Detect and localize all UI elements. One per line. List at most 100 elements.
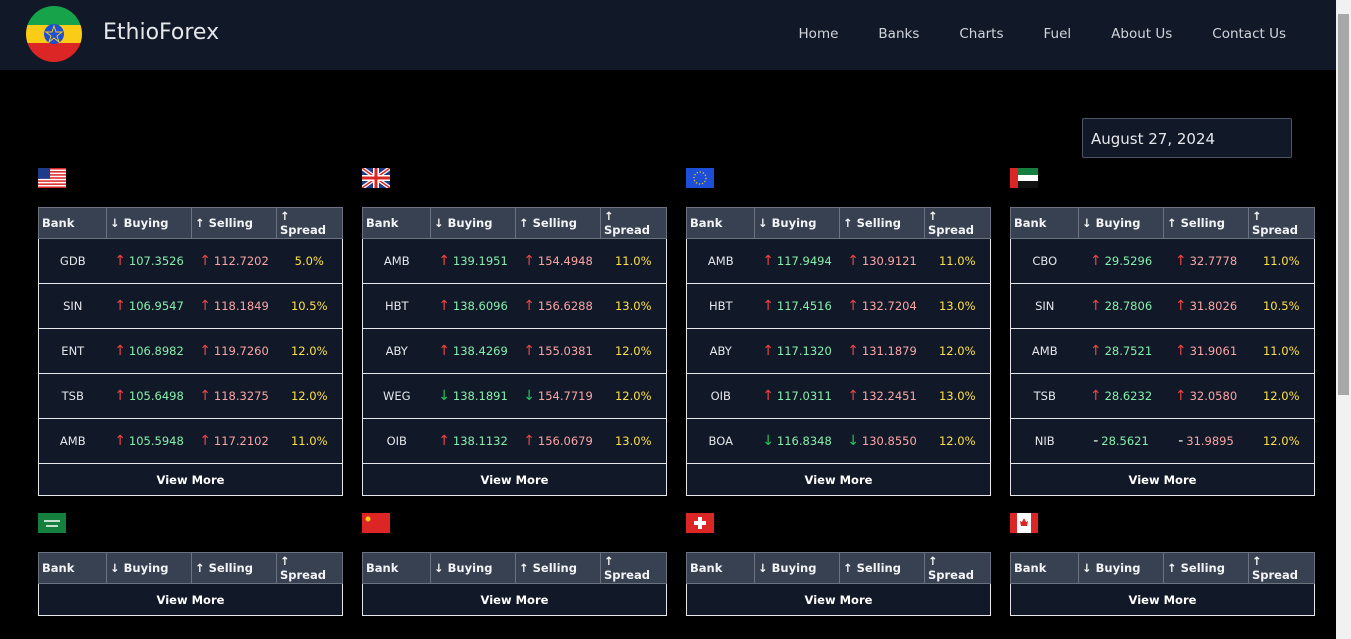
column-header[interactable]: ↑ Spread (924, 552, 991, 584)
logo[interactable] (26, 6, 82, 62)
column-header[interactable]: ↑ Selling (839, 207, 925, 239)
column-header[interactable]: ↑ Spread (1248, 207, 1315, 239)
nav-link[interactable]: Charts (959, 26, 1004, 42)
selling-rate: 130.9121 (861, 254, 917, 268)
column-header[interactable]: ↑ Selling (839, 552, 925, 584)
buying-cell: ↑ 117.1320 (754, 328, 840, 374)
buying-rate: 28.7521 (1104, 344, 1153, 358)
spread-cell: 12.0% (276, 328, 343, 374)
currency-code: AED (1010, 188, 1044, 207)
selling-rate: 31.9895 (1186, 434, 1234, 448)
column-header[interactable]: Bank (686, 552, 755, 584)
selling-cell: ↑ 155.0381 (515, 328, 601, 374)
nav-link[interactable]: Contact Us (1212, 26, 1286, 42)
column-header[interactable]: ↓ Buying (430, 207, 516, 239)
buying-rate: 117.9494 (776, 254, 832, 268)
column-header[interactable]: ↑ Selling (191, 207, 277, 239)
selling-rate: 118.1849 (213, 299, 269, 313)
column-header[interactable]: ↑ Spread (924, 207, 991, 239)
column-header[interactable]: ↓ Buying (106, 552, 192, 584)
trend-arrow: - (1178, 433, 1184, 449)
view-more[interactable]: View More (362, 463, 667, 496)
view-more[interactable]: View More (686, 463, 991, 496)
nav-link[interactable]: About Us (1111, 26, 1173, 42)
selling-cell: ↑ 118.1849 (191, 283, 277, 329)
bank-code: AMB (1010, 328, 1079, 374)
view-more[interactable]: View More (686, 583, 991, 616)
buying-cell: ↑ 139.1951 (430, 238, 516, 284)
column-header[interactable]: Bank (1010, 207, 1079, 239)
trend-arrow: ↑ (114, 298, 126, 314)
column-header[interactable]: ↓ Buying (106, 207, 192, 239)
view-more[interactable]: View More (38, 463, 343, 496)
column-header[interactable]: ↑ Spread (600, 552, 667, 584)
rate-row: ENT ↑ 106.8982 ↑ 119.7260 12.0% (38, 328, 343, 374)
card-title: CAD (1010, 513, 1318, 552)
column-header[interactable]: Bank (362, 207, 431, 239)
selling-rate: 32.7778 (1189, 254, 1238, 268)
view-more[interactable]: View More (1010, 583, 1315, 616)
column-header[interactable]: ↓ Buying (754, 552, 840, 584)
column-header[interactable]: ↑ Spread (276, 207, 343, 239)
currency-card: GBP Bank ↓ Buying ↑ Selling ↑ Spread AMB ↑ 139.… (362, 168, 670, 496)
selling-rate: 32.0580 (1189, 389, 1238, 403)
column-header[interactable]: ↑ Spread (1248, 552, 1315, 584)
buying-rate: 106.8982 (128, 344, 184, 358)
column-header[interactable]: ↓ Buying (430, 552, 516, 584)
selling-rate: 117.2102 (213, 434, 269, 448)
spread-cell: 11.0% (600, 238, 667, 284)
rate-row: NIB -28.5621-31.9895 12.0% (1010, 418, 1315, 464)
column-header[interactable]: ↑ Selling (515, 552, 601, 584)
bank-code: OIB (362, 418, 431, 464)
spread-cell: 13.0% (924, 373, 991, 419)
trend-arrow: ↑ (523, 253, 535, 269)
buying-rate: 138.1891 (452, 389, 508, 403)
column-header[interactable]: ↑ Spread (600, 207, 667, 239)
bank-code: TSB (1010, 373, 1079, 419)
rate-row: OIB ↑ 138.1132 ↑ 156.0679 13.0% (362, 418, 667, 464)
column-header[interactable]: ↑ Selling (1163, 552, 1249, 584)
view-more-row: View More (38, 583, 343, 616)
flag (38, 168, 346, 188)
currency-card: SAR Bank ↓ Buying ↑ Selling ↑ Spread View Mor… (38, 513, 346, 616)
buying-cell: ↑ 105.6498 (106, 373, 192, 419)
buying-cell: -28.5621 (1078, 418, 1164, 464)
column-header[interactable]: Bank (686, 207, 755, 239)
spread: 13.0% (938, 389, 976, 403)
selling-rate: 154.4948 (537, 254, 593, 268)
view-more-row: View More (1010, 463, 1315, 496)
spread: 12.0% (938, 434, 976, 448)
bank-code: WEG (362, 373, 431, 419)
column-header[interactable]: Bank (38, 552, 107, 584)
column-header[interactable]: ↓ Buying (1078, 207, 1164, 239)
trend-arrow: ↓ (762, 433, 774, 449)
column-header[interactable]: Bank (1010, 552, 1079, 584)
nav-link[interactable]: Banks (878, 26, 920, 42)
scrollbar[interactable] (1336, 0, 1351, 639)
scrollbar-thumb[interactable] (1338, 14, 1349, 395)
nav-link[interactable]: Home (798, 26, 839, 42)
buying-rate: 107.3526 (128, 254, 184, 268)
column-header[interactable]: ↑ Selling (1163, 207, 1249, 239)
column-header[interactable]: ↑ Spread (276, 552, 343, 584)
selling-rate: 31.9061 (1189, 344, 1238, 358)
column-header[interactable]: ↓ Buying (1078, 552, 1164, 584)
column-header[interactable]: ↓ Buying (754, 207, 840, 239)
rate-row: HBT ↑ 138.6096 ↑ 156.6288 13.0% (362, 283, 667, 329)
view-more[interactable]: View More (38, 583, 343, 616)
column-header[interactable]: ↑ Selling (515, 207, 601, 239)
column-header[interactable]: ↑ Selling (191, 552, 277, 584)
rate-row: ABY ↑ 117.1320 ↑ 131.1879 12.0% (686, 328, 991, 374)
brand[interactable]: EthioForex (103, 20, 220, 45)
nav-link[interactable]: Fuel (1043, 26, 1072, 42)
date-input[interactable]: August 27, 2024 (1082, 118, 1292, 158)
spread-cell: 12.0% (924, 418, 991, 464)
spread: 13.0% (938, 299, 976, 313)
view-more[interactable]: View More (1010, 463, 1315, 496)
column-header[interactable]: Bank (38, 207, 107, 239)
view-more-row: View More (686, 583, 991, 616)
view-more[interactable]: View More (362, 583, 667, 616)
column-header[interactable]: Bank (362, 552, 431, 584)
selling-cell: ↑ 32.7778 (1163, 238, 1249, 284)
spread-cell: 11.0% (924, 238, 991, 284)
